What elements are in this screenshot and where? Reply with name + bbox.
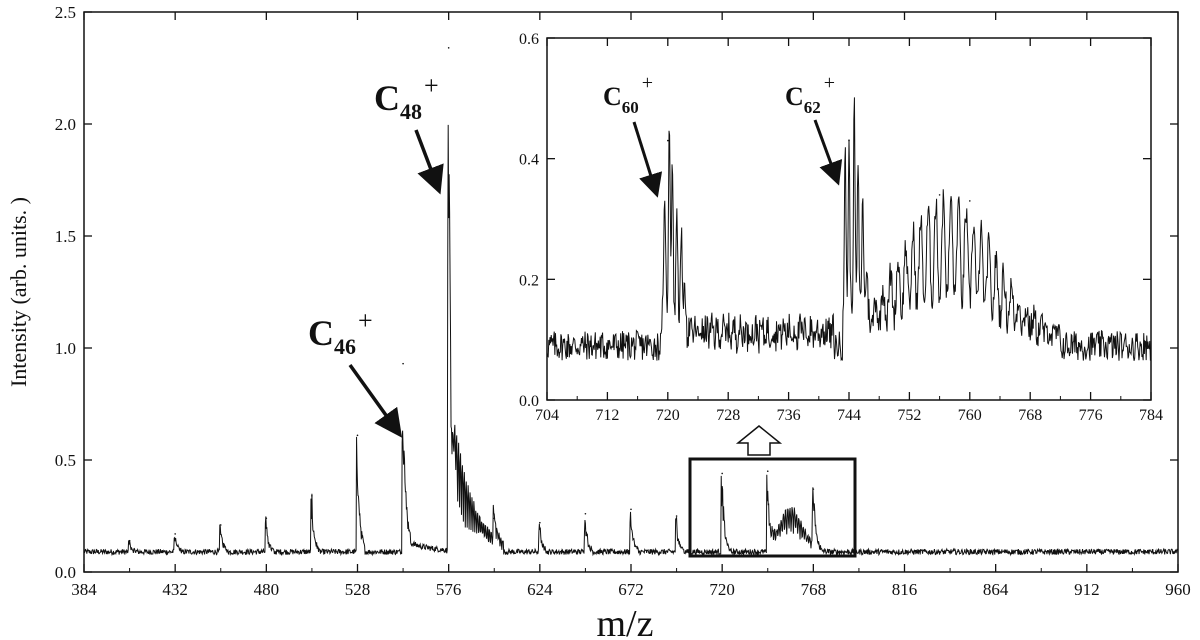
inset-x-tick-label: 752 <box>897 407 921 424</box>
main-peak-456 <box>219 524 222 526</box>
main-x-tick-label: 384 <box>71 580 97 599</box>
inset-peak-756 <box>938 194 941 196</box>
annotation-c48-sub: 48 <box>400 99 422 124</box>
inset-x-tick-label: 744 <box>837 407 861 424</box>
annotation-c48-base: C <box>374 78 400 118</box>
main-x-tick-label: 480 <box>254 580 280 599</box>
svg-text:C60+: C60+ <box>603 72 653 117</box>
annotation-c46-base: C <box>308 313 334 353</box>
main-x-tick-label: 912 <box>1074 580 1100 599</box>
inset-x-tick-label: 712 <box>595 407 619 424</box>
zoom-region-box <box>688 457 857 558</box>
x-axis-label: m/z <box>597 603 654 640</box>
main-peak-768 <box>812 488 815 490</box>
main-plot: 384 432 480 528 576 624 672 720 768 816 864 912 960 0… <box>55 3 1191 599</box>
main-peak-696 <box>675 515 678 517</box>
inset-x-tick-label: 784 <box>1139 407 1163 424</box>
main-peak-576 <box>447 47 450 49</box>
svg-text:C62+: C62+ <box>785 72 835 117</box>
annotation-c60-arrow <box>632 121 663 198</box>
main-x-tick-label: 960 <box>1165 580 1191 599</box>
main-y-tick-label: 1.0 <box>55 339 76 358</box>
inset-x-tick-label: 720 <box>656 407 680 424</box>
main-x-tick-label: 864 <box>983 580 1009 599</box>
main-spectrum-trace <box>83 124 1179 557</box>
inset-peak-720 <box>667 139 669 142</box>
svg-text:C48+: C48+ <box>374 71 439 124</box>
main-x-tick-label: 576 <box>436 580 462 599</box>
annotation-c46-sub: 46 <box>334 334 356 359</box>
main-y-tick-label: 1.5 <box>55 227 76 246</box>
annotation-c60-sub: 60 <box>622 98 639 117</box>
annotation-c48: C48+ <box>374 71 444 195</box>
main-peak-672 <box>630 508 632 511</box>
main-peak-432 <box>174 533 176 535</box>
inset-y-tick-label: 0.0 <box>519 393 539 410</box>
main-x-tick-label: 672 <box>618 580 644 599</box>
inset-peak-760 <box>969 200 971 202</box>
main-peak-552 <box>402 362 404 365</box>
annotation-c62-sub: 62 <box>804 98 821 117</box>
main-x-tick-label: 432 <box>162 580 188 599</box>
main-x-tick-label: 816 <box>892 580 918 599</box>
inset-x-tick-label: 760 <box>958 407 982 424</box>
annotation-c46-sup: + <box>358 306 373 335</box>
svg-text:C46+: C46+ <box>308 306 373 359</box>
main-y-tick-label: 0.5 <box>55 451 76 470</box>
main-peak-648 <box>584 512 587 515</box>
annotation-c46-arrow <box>348 363 403 438</box>
annotation-c62: C62+ <box>785 72 843 186</box>
inset-y-tick-label: 0.2 <box>519 272 539 289</box>
main-peak-624 <box>539 521 541 524</box>
inset-x-tick-label: 776 <box>1079 407 1103 424</box>
annotation-c48-arrow <box>414 129 444 195</box>
inset-y-tick-label: 0.6 <box>519 31 539 48</box>
y-axis-label: Intensity (arb. units. ) <box>6 197 31 387</box>
main-y-tick-label: 2.5 <box>55 3 76 22</box>
main-x-tick-label: 624 <box>527 580 553 599</box>
inset-x-tick-label: 736 <box>777 407 801 424</box>
main-peak-600 <box>493 517 496 520</box>
inset-plot: 704 712 720 728 736 744 752 760 768 776 784 0.0 0.2 0… <box>519 31 1163 424</box>
main-peak-528 <box>356 434 359 437</box>
main-y-tick-label: 0.0 <box>55 563 76 582</box>
annotation-c60: C60+ <box>603 72 663 198</box>
inset-x-tick-label: 728 <box>716 407 740 424</box>
annotation-c60-sup: + <box>642 72 653 94</box>
main-peak-744 <box>766 470 769 473</box>
main-peak-504 <box>311 495 313 497</box>
main-peak-720 <box>721 472 723 475</box>
main-peak-480 <box>265 517 268 520</box>
main-plot-frame <box>83 11 1179 573</box>
annotation-c46: C46+ <box>308 306 403 438</box>
inset-x-tick-label: 704 <box>535 407 559 424</box>
inset-x-tick-label: 768 <box>1018 407 1042 424</box>
inset-peak-744 <box>848 139 850 142</box>
annotation-c62-base: C <box>785 82 804 111</box>
inset-plot-frame <box>546 37 1152 401</box>
annotation-c62-sup: + <box>824 72 835 94</box>
main-x-tick-label: 528 <box>345 580 371 599</box>
annotation-c48-sup: + <box>424 71 439 100</box>
annotation-c60-base: C <box>603 82 622 111</box>
inset-y-tick-label: 0.4 <box>519 152 539 169</box>
annotation-c62-arrow <box>813 119 843 186</box>
zoom-up-arrow-icon <box>735 425 783 456</box>
main-x-tick-label: 768 <box>801 580 827 599</box>
main-x-tick-label: 720 <box>709 580 735 599</box>
main-y-tick-label: 2.0 <box>55 115 76 134</box>
inset-spectrum-trace <box>546 97 1151 362</box>
main-peak-408 <box>128 539 131 542</box>
